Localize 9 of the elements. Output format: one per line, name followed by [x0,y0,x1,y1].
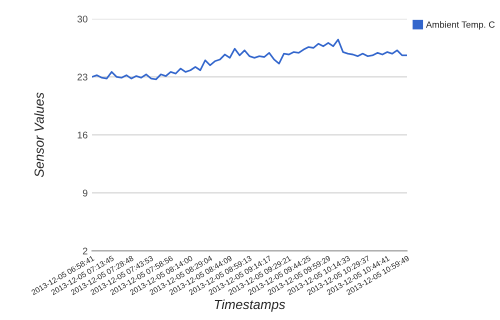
legend-label: Ambient Temp. C [426,21,495,30]
y-tick-label: 23 [78,74,88,80]
y-axis-title: Sensor Values [34,92,44,178]
y-tick-label: 2 [82,248,88,254]
y-tick-label: 30 [77,16,88,22]
x-axis-title: Timestamps [214,299,286,312]
y-tick-label: 9 [82,190,88,196]
y-tick-label: 16 [78,132,88,138]
line-series [92,38,407,80]
